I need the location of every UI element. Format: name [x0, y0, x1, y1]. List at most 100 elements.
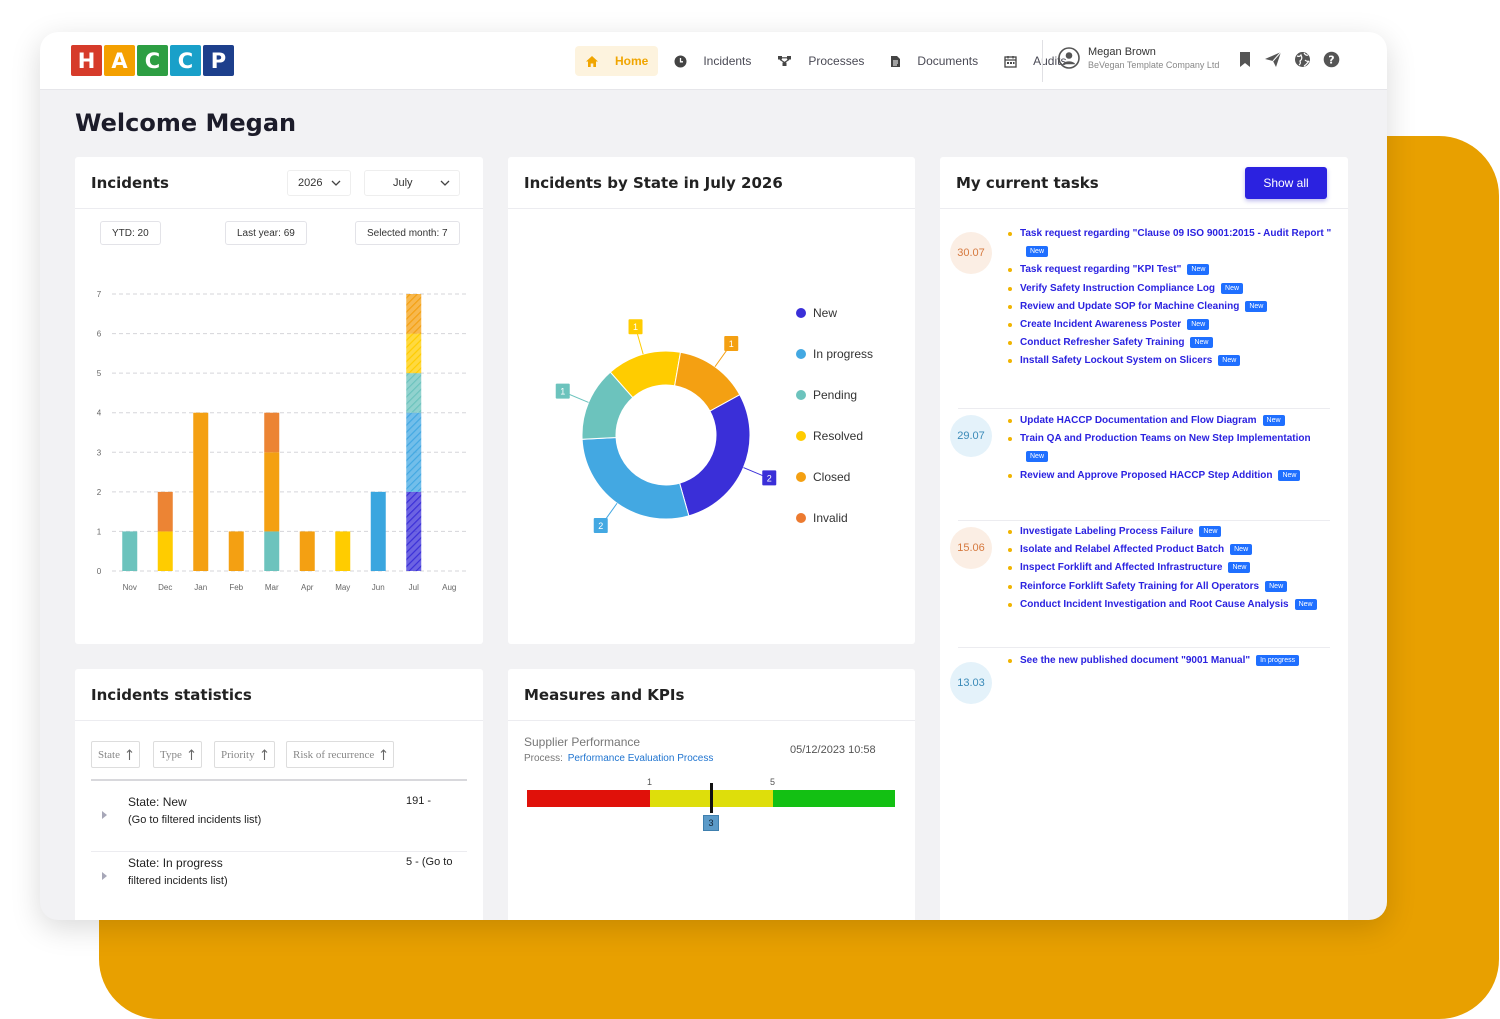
task-item[interactable]: Task request regarding "KPI Test" New	[1008, 261, 1338, 279]
task-item[interactable]: See the new published document "9001 Man…	[1008, 652, 1338, 670]
donut-value-label: 1	[633, 322, 638, 332]
task-item[interactable]: Review and Approve Proposed HACCP Step A…	[1008, 467, 1338, 485]
kpi-process-link[interactable]: Performance Evaluation Process	[567, 753, 714, 764]
legend-item[interactable]: Pending	[796, 388, 857, 402]
task-link[interactable]: Review and Approve Proposed HACCP Step A…	[1020, 469, 1273, 481]
task-item[interactable]: Update HACCP Documentation and Flow Diag…	[1008, 412, 1338, 430]
bar-segment[interactable]	[370, 491, 386, 571]
help-icon[interactable]: ?	[1323, 51, 1340, 68]
sort-chip-type[interactable]: Type	[153, 741, 202, 768]
legend-item[interactable]: In progress	[796, 347, 873, 361]
bookmark-icon[interactable]	[1238, 51, 1252, 68]
bar-segment[interactable]	[157, 531, 173, 571]
task-item[interactable]: Verify Safety Instruction Compliance Log…	[1008, 280, 1338, 298]
status-badge: New	[1221, 282, 1244, 294]
bar-segment[interactable]	[406, 373, 422, 413]
donut-slice[interactable]	[581, 437, 690, 520]
globe-icon[interactable]	[1294, 51, 1311, 68]
bar-segment[interactable]	[299, 531, 315, 571]
donut-value-box	[762, 470, 777, 486]
task-link[interactable]: Investigate Labeling Process Failure	[1020, 526, 1194, 537]
task-link[interactable]: Verify Safety Instruction Compliance Log	[1020, 282, 1216, 294]
stat-row[interactable]: State: In progress filtered incidents lis…	[91, 856, 467, 906]
nav-home[interactable]: Home	[575, 46, 659, 76]
task-link[interactable]: Task request regarding "KPI Test"	[1020, 264, 1182, 276]
bar-segment[interactable]	[264, 412, 280, 453]
task-link[interactable]: See the new published document "9001 Man…	[1020, 655, 1251, 666]
kpi-timestamp: 05/12/2023 10:58	[790, 744, 876, 756]
task-link[interactable]: Conduct Incident Investigation and Root …	[1020, 598, 1289, 610]
kpi-value-label: 3	[703, 815, 719, 831]
task-item[interactable]: Create Incident Awareness Poster New	[1008, 316, 1338, 334]
incidents-donut-chart: 2 2 1 1 1	[555, 319, 777, 534]
task-link[interactable]: Task request regarding "Clause 09 ISO 90…	[1020, 228, 1332, 239]
task-link[interactable]: Reinforce Forklift Safety Training for A…	[1020, 580, 1260, 592]
task-link[interactable]: Conduct Refresher Safety Training	[1020, 337, 1185, 349]
month-select[interactable]: July	[364, 170, 460, 196]
bar-segment[interactable]	[122, 531, 138, 571]
task-link[interactable]: Train QA and Production Teams on New Ste…	[1020, 433, 1311, 445]
task-item[interactable]: Conduct Incident Investigation and Root …	[1008, 596, 1338, 614]
stat-row[interactable]: State: New (Go to filtered incidents list…	[91, 795, 467, 852]
bar-segment[interactable]	[335, 531, 351, 571]
task-item[interactable]: Reinforce Forklift Safety Training for A…	[1008, 578, 1338, 596]
legend-item[interactable]: New	[796, 306, 837, 320]
task-item[interactable]: Install Safety Lockout System on Slicers…	[1008, 352, 1338, 370]
task-item[interactable]: Review and Update SOP for Machine Cleani…	[1008, 298, 1338, 316]
incidents-statistics-title: Incidents statistics	[75, 669, 483, 721]
status-badge: New	[1199, 526, 1222, 537]
stat-row-link[interactable]: (Go to filtered incidents list)	[128, 814, 262, 826]
legend-item[interactable]: Invalid	[796, 511, 848, 525]
bar-segment[interactable]	[406, 333, 422, 374]
stat-row-link[interactable]: filtered incidents list)	[128, 875, 228, 887]
bar-segment[interactable]	[406, 412, 422, 492]
nav-documents[interactable]: Documents	[880, 46, 988, 76]
nav-incidents[interactable]: Incidents	[664, 46, 761, 76]
bar-segment[interactable]	[264, 452, 280, 532]
task-item[interactable]: Inspect Forklift and Affected Infrastruc…	[1008, 559, 1338, 577]
task-item[interactable]: Isolate and Relabel Affected Product Bat…	[1008, 541, 1338, 559]
expand-triangle-icon[interactable]	[101, 809, 108, 823]
sort-chip-state[interactable]: State	[91, 741, 140, 768]
task-item[interactable]: Conduct Refresher Safety Training New	[1008, 334, 1338, 352]
donut-slice[interactable]	[678, 394, 751, 517]
sort-chip-risk-of-recurrence[interactable]: Risk of recurrence	[286, 741, 395, 768]
task-link[interactable]: Isolate and Relabel Affected Product Bat…	[1020, 544, 1225, 556]
bar-segment[interactable]	[193, 412, 209, 571]
bar-segment[interactable]	[264, 531, 280, 571]
kpi-mark-low: 1	[647, 777, 653, 787]
task-group-divider	[958, 520, 1330, 521]
bar-segment[interactable]	[406, 491, 422, 571]
stat-row-state: State: In progress	[128, 856, 223, 870]
task-item[interactable]: Investigate Labeling Process Failure New	[1008, 523, 1338, 541]
donut-slice[interactable]	[674, 351, 741, 412]
sort-chip-priority[interactable]: Priority	[214, 741, 275, 768]
task-item[interactable]: Task request regarding "Clause 09 ISO 90…	[1008, 225, 1338, 261]
logo-letter: H	[71, 45, 102, 76]
show-all-button[interactable]: Show all	[1245, 167, 1327, 199]
expand-triangle-icon[interactable]	[101, 870, 108, 884]
user-menu[interactable]: Megan Brown BeVegan Template Company Ltd	[1058, 46, 1219, 70]
kpi-gauge: 1 5 3	[527, 777, 897, 847]
task-link[interactable]: Install Safety Lockout System on Slicers	[1020, 355, 1213, 367]
nav-processes[interactable]: Processes	[767, 46, 874, 76]
legend-item[interactable]: Resolved	[796, 429, 863, 443]
task-link[interactable]: Create Incident Awareness Poster	[1020, 319, 1182, 331]
clock-icon	[674, 55, 695, 68]
donut-value-label: 1	[560, 387, 565, 397]
send-icon[interactable]	[1264, 51, 1282, 68]
bar-segment[interactable]	[157, 491, 173, 532]
nav-audits[interactable]: Audits	[994, 46, 1076, 76]
task-link[interactable]: Inspect Forklift and Affected Infrastruc…	[1020, 562, 1223, 574]
stat-row-value: 191 -	[406, 795, 432, 807]
bar-segment[interactable]	[228, 531, 244, 571]
document-icon	[890, 55, 909, 68]
legend-item[interactable]: Closed	[796, 470, 850, 484]
task-link[interactable]: Review and Update SOP for Machine Cleani…	[1020, 300, 1240, 312]
task-link[interactable]: Update HACCP Documentation and Flow Diag…	[1020, 415, 1257, 426]
year-select[interactable]: 2026	[287, 170, 351, 196]
task-item[interactable]: Train QA and Production Teams on New Ste…	[1008, 430, 1338, 466]
bar-segment[interactable]	[406, 294, 422, 334]
status-badge: New	[1294, 598, 1317, 610]
